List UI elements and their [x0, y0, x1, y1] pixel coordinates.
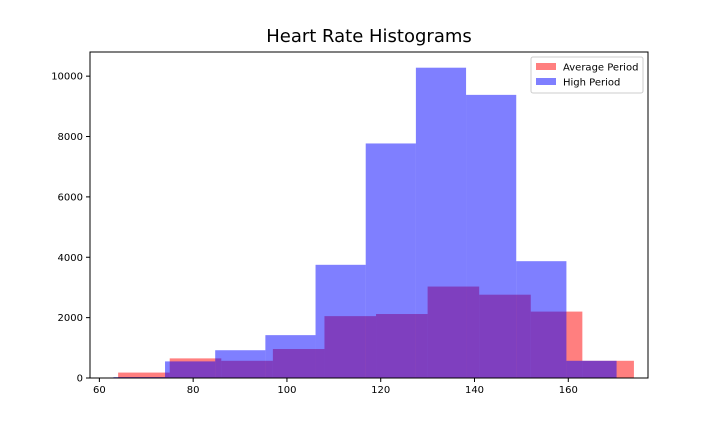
x-tick-label: 100: [277, 385, 296, 396]
x-axis: 60 80 100 120 140 160: [93, 378, 578, 396]
histogram-bar: [265, 335, 316, 378]
histogram-bar: [566, 360, 617, 378]
histogram-bar: [215, 350, 266, 378]
histogram-bar: [415, 67, 467, 379]
x-tick-label: 140: [465, 385, 484, 396]
legend-swatch: [536, 78, 556, 85]
y-tick-label: 10000: [51, 72, 83, 83]
histogram-bar: [118, 372, 170, 378]
histogram-bar: [516, 261, 567, 378]
x-tick-label: 120: [371, 385, 390, 396]
y-tick-label: 8000: [58, 132, 83, 143]
legend-label: High Period: [563, 78, 620, 89]
plot-area: [113, 67, 634, 379]
y-axis: 0 2000 4000 6000 8000 10000: [51, 72, 90, 385]
legend-swatch: [536, 63, 556, 70]
legend: Average Period High Period: [530, 56, 644, 94]
histogram-bar: [315, 264, 366, 378]
x-tick-label: 160: [559, 385, 578, 396]
x-tick-label: 60: [93, 385, 106, 396]
y-tick-label: 2000: [58, 313, 83, 324]
histogram-bar: [466, 94, 517, 378]
series-1: [113, 67, 617, 379]
legend-box: [530, 56, 644, 94]
histogram-bar: [165, 361, 216, 378]
chart-title: Heart Rate Histograms: [266, 26, 472, 47]
y-tick-label: 6000: [58, 192, 83, 203]
axes-frame: [89, 51, 649, 379]
legend-label: Average Period: [563, 63, 638, 74]
histogram-bar: [365, 143, 416, 378]
y-tick-label: 0: [77, 374, 83, 385]
y-tick-label: 4000: [58, 253, 83, 264]
x-tick-label: 80: [187, 385, 200, 396]
